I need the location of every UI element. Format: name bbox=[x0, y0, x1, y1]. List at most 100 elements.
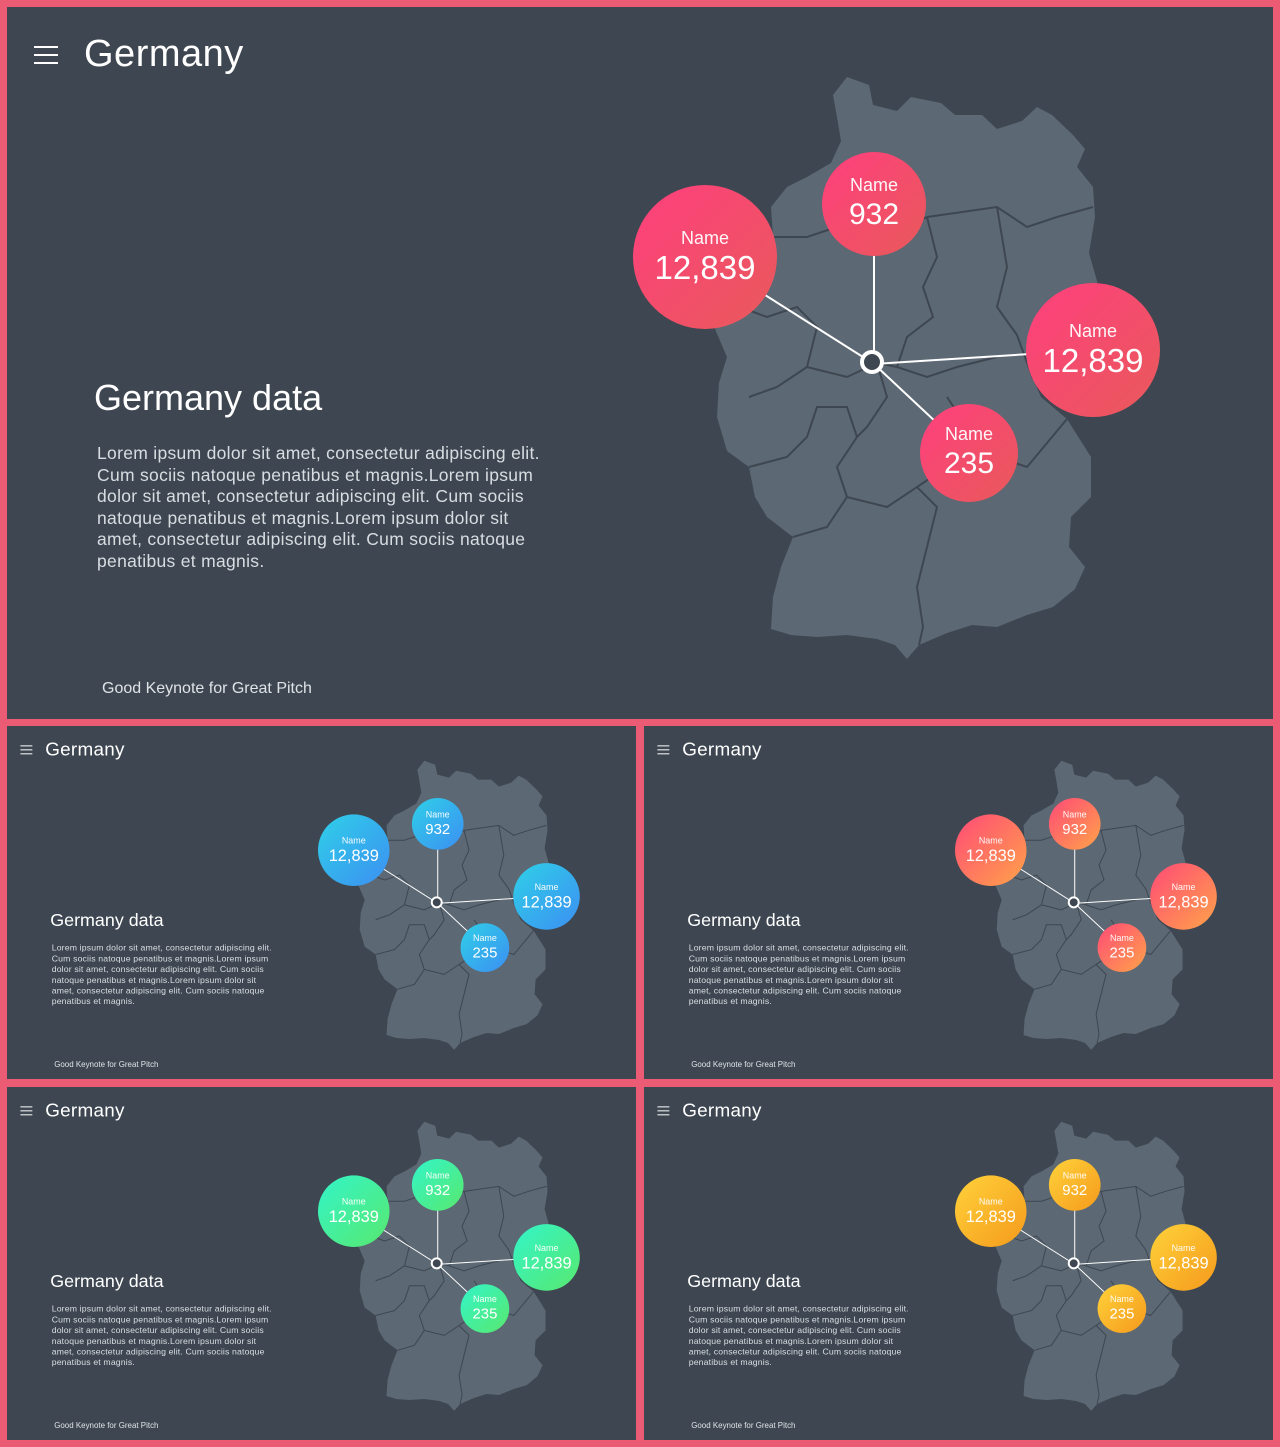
bubble-value: 932 bbox=[848, 198, 900, 231]
data-bubble[interactable]: Name 932 bbox=[1048, 798, 1101, 850]
hub-node bbox=[1067, 896, 1080, 909]
bubble-value: 12,839 bbox=[328, 846, 379, 865]
slide-content: Germany Germany data Lorem ipsum dolor s… bbox=[7, 726, 636, 1079]
slide-green-variant[interactable]: Germany Germany data Lorem ipsum dolor s… bbox=[7, 1087, 636, 1440]
bubble-value: 12,839 bbox=[1158, 892, 1209, 911]
data-bubble[interactable]: Name 235 bbox=[1097, 1284, 1147, 1333]
hamburger-menu-icon[interactable] bbox=[20, 744, 33, 755]
page-title: Germany bbox=[84, 33, 244, 75]
bubble-value: 235 bbox=[472, 944, 498, 961]
bubble-value: 235 bbox=[1109, 1305, 1135, 1322]
data-bubble[interactable]: Name 12,839 bbox=[513, 1224, 580, 1291]
data-bubble[interactable]: Name 235 bbox=[920, 404, 1018, 502]
bubble-value: 932 bbox=[1062, 820, 1088, 838]
page-title: Germany bbox=[682, 738, 762, 760]
hub-node bbox=[860, 350, 884, 374]
data-bubble[interactable]: Name 12,839 bbox=[317, 1175, 390, 1247]
slide-content: Germany Germany data Lorem ipsum dolor s… bbox=[644, 1087, 1273, 1440]
data-bubble[interactable]: Name 12,839 bbox=[1150, 1224, 1217, 1291]
bubble-label: Name bbox=[849, 175, 898, 195]
hamburger-menu-icon[interactable] bbox=[657, 1105, 670, 1116]
bubble-label: Name bbox=[341, 1196, 366, 1207]
page-title: Germany bbox=[682, 1099, 762, 1121]
data-bubble[interactable]: Name 12,839 bbox=[1150, 863, 1217, 930]
body-paragraph: Lorem ipsum dolor sit amet, consectetur … bbox=[97, 443, 540, 571]
bubble-label: Name bbox=[680, 228, 729, 248]
section-title: Germany data bbox=[687, 1270, 801, 1292]
section-title: Germany data bbox=[94, 377, 323, 418]
footer-tagline: Good Keynote for Great Pitch bbox=[54, 1060, 159, 1069]
page-title: Germany bbox=[45, 738, 125, 760]
bubble-label: Name bbox=[1068, 321, 1117, 341]
bubble-value: 235 bbox=[1109, 944, 1135, 961]
section-title: Germany data bbox=[50, 1270, 164, 1292]
slide-yellow-variant[interactable]: Germany Germany data Lorem ipsum dolor s… bbox=[644, 1087, 1273, 1440]
bubble-value: 12,839 bbox=[521, 892, 572, 911]
hamburger-menu-icon[interactable] bbox=[34, 44, 58, 66]
bubble-value: 12,839 bbox=[654, 249, 756, 286]
bubble-label: Name bbox=[1171, 881, 1196, 892]
data-bubble[interactable]: Name 12,839 bbox=[513, 863, 580, 930]
data-bubble[interactable]: Name 235 bbox=[460, 923, 510, 972]
bubble-label: Name bbox=[978, 1196, 1003, 1207]
data-bubble[interactable]: Name 932 bbox=[822, 152, 926, 256]
bubble-value: 932 bbox=[1062, 1181, 1088, 1199]
hamburger-menu-icon[interactable] bbox=[20, 1105, 33, 1116]
bubble-label: Name bbox=[978, 835, 1003, 846]
bubble-value: 12,839 bbox=[1158, 1253, 1209, 1272]
section-title: Germany data bbox=[50, 909, 164, 931]
bubble-label: Name bbox=[534, 1242, 559, 1253]
bubble-value: 235 bbox=[472, 1305, 498, 1322]
bubble-label: Name bbox=[1109, 1294, 1134, 1305]
bubble-value: 12,839 bbox=[965, 1207, 1016, 1226]
bubble-label: Name bbox=[425, 809, 450, 820]
bubble-value: 932 bbox=[425, 1181, 451, 1199]
bubble-value: 235 bbox=[943, 447, 995, 480]
slide-main[interactable]: Germany Germany data Lorem ipsum dolor s… bbox=[7, 7, 1273, 719]
data-bubble[interactable]: Name 235 bbox=[460, 1284, 510, 1333]
bubble-label: Name bbox=[1171, 1242, 1196, 1253]
data-bubble[interactable]: Name 12,839 bbox=[317, 814, 390, 886]
bubble-label: Name bbox=[944, 424, 993, 444]
data-bubble[interactable]: Name 12,839 bbox=[1026, 283, 1160, 417]
section-title: Germany data bbox=[687, 909, 801, 931]
bubble-value: 12,839 bbox=[965, 846, 1016, 865]
footer-tagline: Good Keynote for Great Pitch bbox=[691, 1421, 796, 1430]
footer-tagline: Good Keynote for Great Pitch bbox=[102, 680, 312, 697]
hub-node bbox=[1067, 1257, 1080, 1270]
hamburger-menu-icon[interactable] bbox=[657, 744, 670, 755]
bubble-value: 12,839 bbox=[521, 1253, 572, 1272]
bubble-label: Name bbox=[425, 1170, 450, 1181]
data-bubble[interactable]: Name 932 bbox=[411, 1159, 464, 1211]
slide-orange-variant[interactable]: Germany Germany data Lorem ipsum dolor s… bbox=[644, 726, 1273, 1079]
bubble-value: 932 bbox=[425, 820, 451, 838]
bubble-label: Name bbox=[1109, 933, 1134, 944]
slide-content: Germany Germany data Lorem ipsum dolor s… bbox=[644, 726, 1273, 1079]
page-title: Germany bbox=[45, 1099, 125, 1121]
body-paragraph: Lorem ipsum dolor sit amet, consectetur … bbox=[688, 1303, 909, 1367]
slide-content: Germany Germany data Lorem ipsum dolor s… bbox=[7, 1087, 636, 1440]
slide-blue-variant[interactable]: Germany Germany data Lorem ipsum dolor s… bbox=[7, 726, 636, 1079]
hub-node bbox=[430, 896, 443, 909]
body-paragraph: Lorem ipsum dolor sit amet, consectetur … bbox=[688, 942, 909, 1006]
data-bubble[interactable]: Name 235 bbox=[1097, 923, 1147, 972]
data-bubble[interactable]: Name 12,839 bbox=[954, 814, 1027, 886]
footer-tagline: Good Keynote for Great Pitch bbox=[691, 1060, 796, 1069]
bubble-value: 12,839 bbox=[1042, 342, 1144, 379]
bubble-value: 12,839 bbox=[328, 1207, 379, 1226]
bubble-label: Name bbox=[472, 933, 497, 944]
bubble-label: Name bbox=[341, 835, 366, 846]
hub-node bbox=[430, 1257, 443, 1270]
bubble-label: Name bbox=[1062, 809, 1087, 820]
data-bubble[interactable]: Name 932 bbox=[1048, 1159, 1101, 1211]
footer-tagline: Good Keynote for Great Pitch bbox=[54, 1421, 159, 1430]
bubble-label: Name bbox=[472, 1294, 497, 1305]
data-bubble[interactable]: Name 12,839 bbox=[954, 1175, 1027, 1247]
bubble-label: Name bbox=[534, 881, 559, 892]
data-bubble[interactable]: Name 932 bbox=[411, 798, 464, 850]
body-paragraph: Lorem ipsum dolor sit amet, consectetur … bbox=[51, 1303, 272, 1367]
slide-content: Germany Germany data Lorem ipsum dolor s… bbox=[7, 7, 1273, 719]
bubble-label: Name bbox=[1062, 1170, 1087, 1181]
body-paragraph: Lorem ipsum dolor sit amet, consectetur … bbox=[51, 942, 272, 1006]
data-bubble[interactable]: Name 12,839 bbox=[633, 185, 777, 329]
